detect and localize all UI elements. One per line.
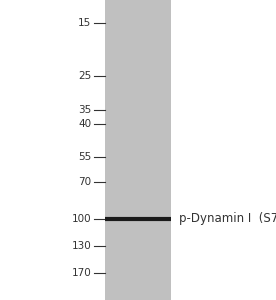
Bar — [105, 0, 171, 300]
Text: 100: 100 — [71, 214, 91, 224]
Text: 35: 35 — [78, 105, 91, 116]
Text: 70: 70 — [78, 177, 91, 187]
Text: p-Dynamin I  (S774): p-Dynamin I (S774) — [179, 212, 276, 225]
Text: 130: 130 — [71, 241, 91, 251]
Text: 25: 25 — [78, 71, 91, 81]
Text: 170: 170 — [71, 268, 91, 278]
Text: 40: 40 — [78, 119, 91, 129]
Text: 55: 55 — [78, 152, 91, 162]
Text: 15: 15 — [78, 18, 91, 28]
